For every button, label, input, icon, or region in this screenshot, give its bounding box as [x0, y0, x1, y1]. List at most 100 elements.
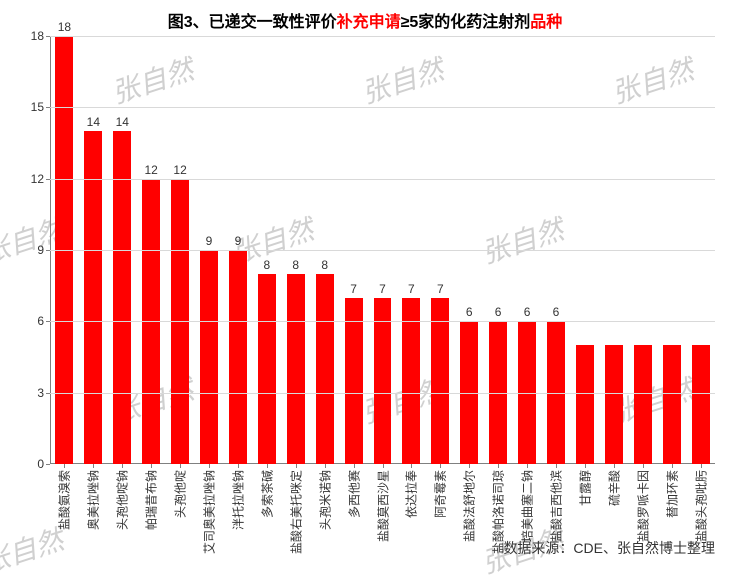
bar-value-label: 6 [553, 305, 560, 319]
y-tick-mark [46, 179, 50, 180]
x-tick-mark [498, 464, 499, 468]
bar: 8 [316, 274, 334, 464]
x-tick-label: 盐酸头孢吡肟 [692, 470, 709, 542]
y-tick-label: 12 [31, 172, 44, 186]
x-tick-label: 阿奇霉素 [432, 470, 449, 518]
x-tick-mark [151, 464, 152, 468]
bar: 7 [374, 298, 392, 464]
x-tick-label: 艾司奥美拉唑钠 [201, 470, 218, 554]
x-tick-mark [383, 464, 384, 468]
gridline [50, 250, 715, 251]
bar [576, 345, 594, 464]
bar-value-label: 7 [437, 282, 444, 296]
x-tick-mark [122, 464, 123, 468]
x-tick-mark [354, 464, 355, 468]
bar: 7 [402, 298, 420, 464]
x-tick-label: 依达拉奉 [403, 470, 420, 518]
x-tick-label: 盐酸莫西沙星 [374, 470, 391, 542]
x-tick-label: 盐酸氨溴索 [56, 470, 73, 530]
y-tick-label: 0 [37, 457, 44, 471]
x-tick-mark [267, 464, 268, 468]
x-tick-mark [411, 464, 412, 468]
y-tick-label: 3 [37, 386, 44, 400]
x-tick-label: 培美曲塞二钠 [519, 470, 536, 542]
bar: 9 [200, 250, 218, 464]
gridline [50, 107, 715, 108]
x-tick-mark [469, 464, 470, 468]
bar-value-label: 12 [173, 163, 186, 177]
x-tick-mark [209, 464, 210, 468]
x-tick-label: 头孢他啶 [172, 470, 189, 518]
x-tick-label: 头孢米诺钠 [316, 470, 333, 530]
x-tick-mark [64, 464, 65, 468]
x-tick-label: 盐酸罗哌卡因 [634, 470, 651, 542]
x-tick-mark [701, 464, 702, 468]
x-tick-label: 多西他赛 [345, 470, 362, 518]
x-tick-mark [556, 464, 557, 468]
bar [692, 345, 710, 464]
y-tick-label: 6 [37, 314, 44, 328]
bar-value-label: 8 [321, 258, 328, 272]
bar: 7 [431, 298, 449, 464]
plot-area: 18141412129988877776666 0369121518盐酸氨溴索奥… [50, 36, 715, 464]
bar: 9 [229, 250, 247, 464]
x-tick-mark [614, 464, 615, 468]
bar [663, 345, 681, 464]
x-tick-label: 头孢他啶钠 [114, 470, 131, 530]
x-tick-label: 帕瑞昔布钠 [143, 470, 160, 530]
x-tick-mark [238, 464, 239, 468]
bar: 8 [258, 274, 276, 464]
bar: 7 [345, 298, 363, 464]
chart-title: 图3、已递交一致性评价补充申请≥5家的化药注射剂品种 [0, 0, 730, 36]
x-tick-mark [585, 464, 586, 468]
x-tick-mark [180, 464, 181, 468]
title-part: ≥5家的化药注射剂 [401, 14, 531, 31]
y-tick-mark [46, 393, 50, 394]
x-tick-mark [325, 464, 326, 468]
x-tick-label: 盐酸吉西他滨 [547, 470, 564, 542]
bar-value-label: 14 [87, 115, 100, 129]
title-part: 图3、已递交一致性评价 [168, 14, 337, 31]
y-tick-mark [46, 107, 50, 108]
x-tick-label: 盐酸右美托咪定 [287, 470, 304, 554]
gridline [50, 393, 715, 394]
bar-value-label: 7 [350, 282, 357, 296]
y-tick-label: 15 [31, 100, 44, 114]
y-tick-label: 9 [37, 243, 44, 257]
title-part: 品种 [530, 14, 562, 31]
bar: 14 [113, 131, 131, 464]
gridline [50, 179, 715, 180]
x-tick-label: 甘露醇 [576, 470, 593, 506]
x-tick-label: 替加环素 [663, 470, 680, 518]
x-tick-label: 泮托拉唑钠 [229, 470, 246, 530]
x-tick-label: 硫辛酸 [605, 470, 622, 506]
x-tick-mark [296, 464, 297, 468]
bar-value-label: 8 [292, 258, 299, 272]
y-tick-mark [46, 464, 50, 465]
bar-value-label: 7 [379, 282, 386, 296]
gridline [50, 36, 715, 37]
chart-container: 图3、已递交一致性评价补充申请≥5家的化药注射剂品种 张自然 张自然 张自然 张… [0, 0, 730, 564]
x-tick-mark [643, 464, 644, 468]
bar: 14 [84, 131, 102, 464]
data-source: 数据来源：CDE、张自然博士整理 [503, 538, 715, 558]
x-tick-mark [440, 464, 441, 468]
bar-value-label: 9 [235, 234, 242, 248]
x-tick-label: 奥美拉唑钠 [85, 470, 102, 530]
x-tick-mark [672, 464, 673, 468]
gridline [50, 321, 715, 322]
bar [634, 345, 652, 464]
bar-value-label: 6 [524, 305, 531, 319]
y-tick-mark [46, 250, 50, 251]
y-tick-mark [46, 321, 50, 322]
bar-value-label: 12 [144, 163, 157, 177]
title-part: 补充申请 [337, 14, 401, 31]
bar-value-label: 7 [408, 282, 415, 296]
y-tick-mark [46, 36, 50, 37]
x-tick-mark [93, 464, 94, 468]
x-tick-mark [527, 464, 528, 468]
x-tick-label: 盐酸法舒地尔 [461, 470, 478, 542]
bar-value-label: 9 [206, 234, 213, 248]
bar [605, 345, 623, 464]
bar-value-label: 6 [495, 305, 502, 319]
